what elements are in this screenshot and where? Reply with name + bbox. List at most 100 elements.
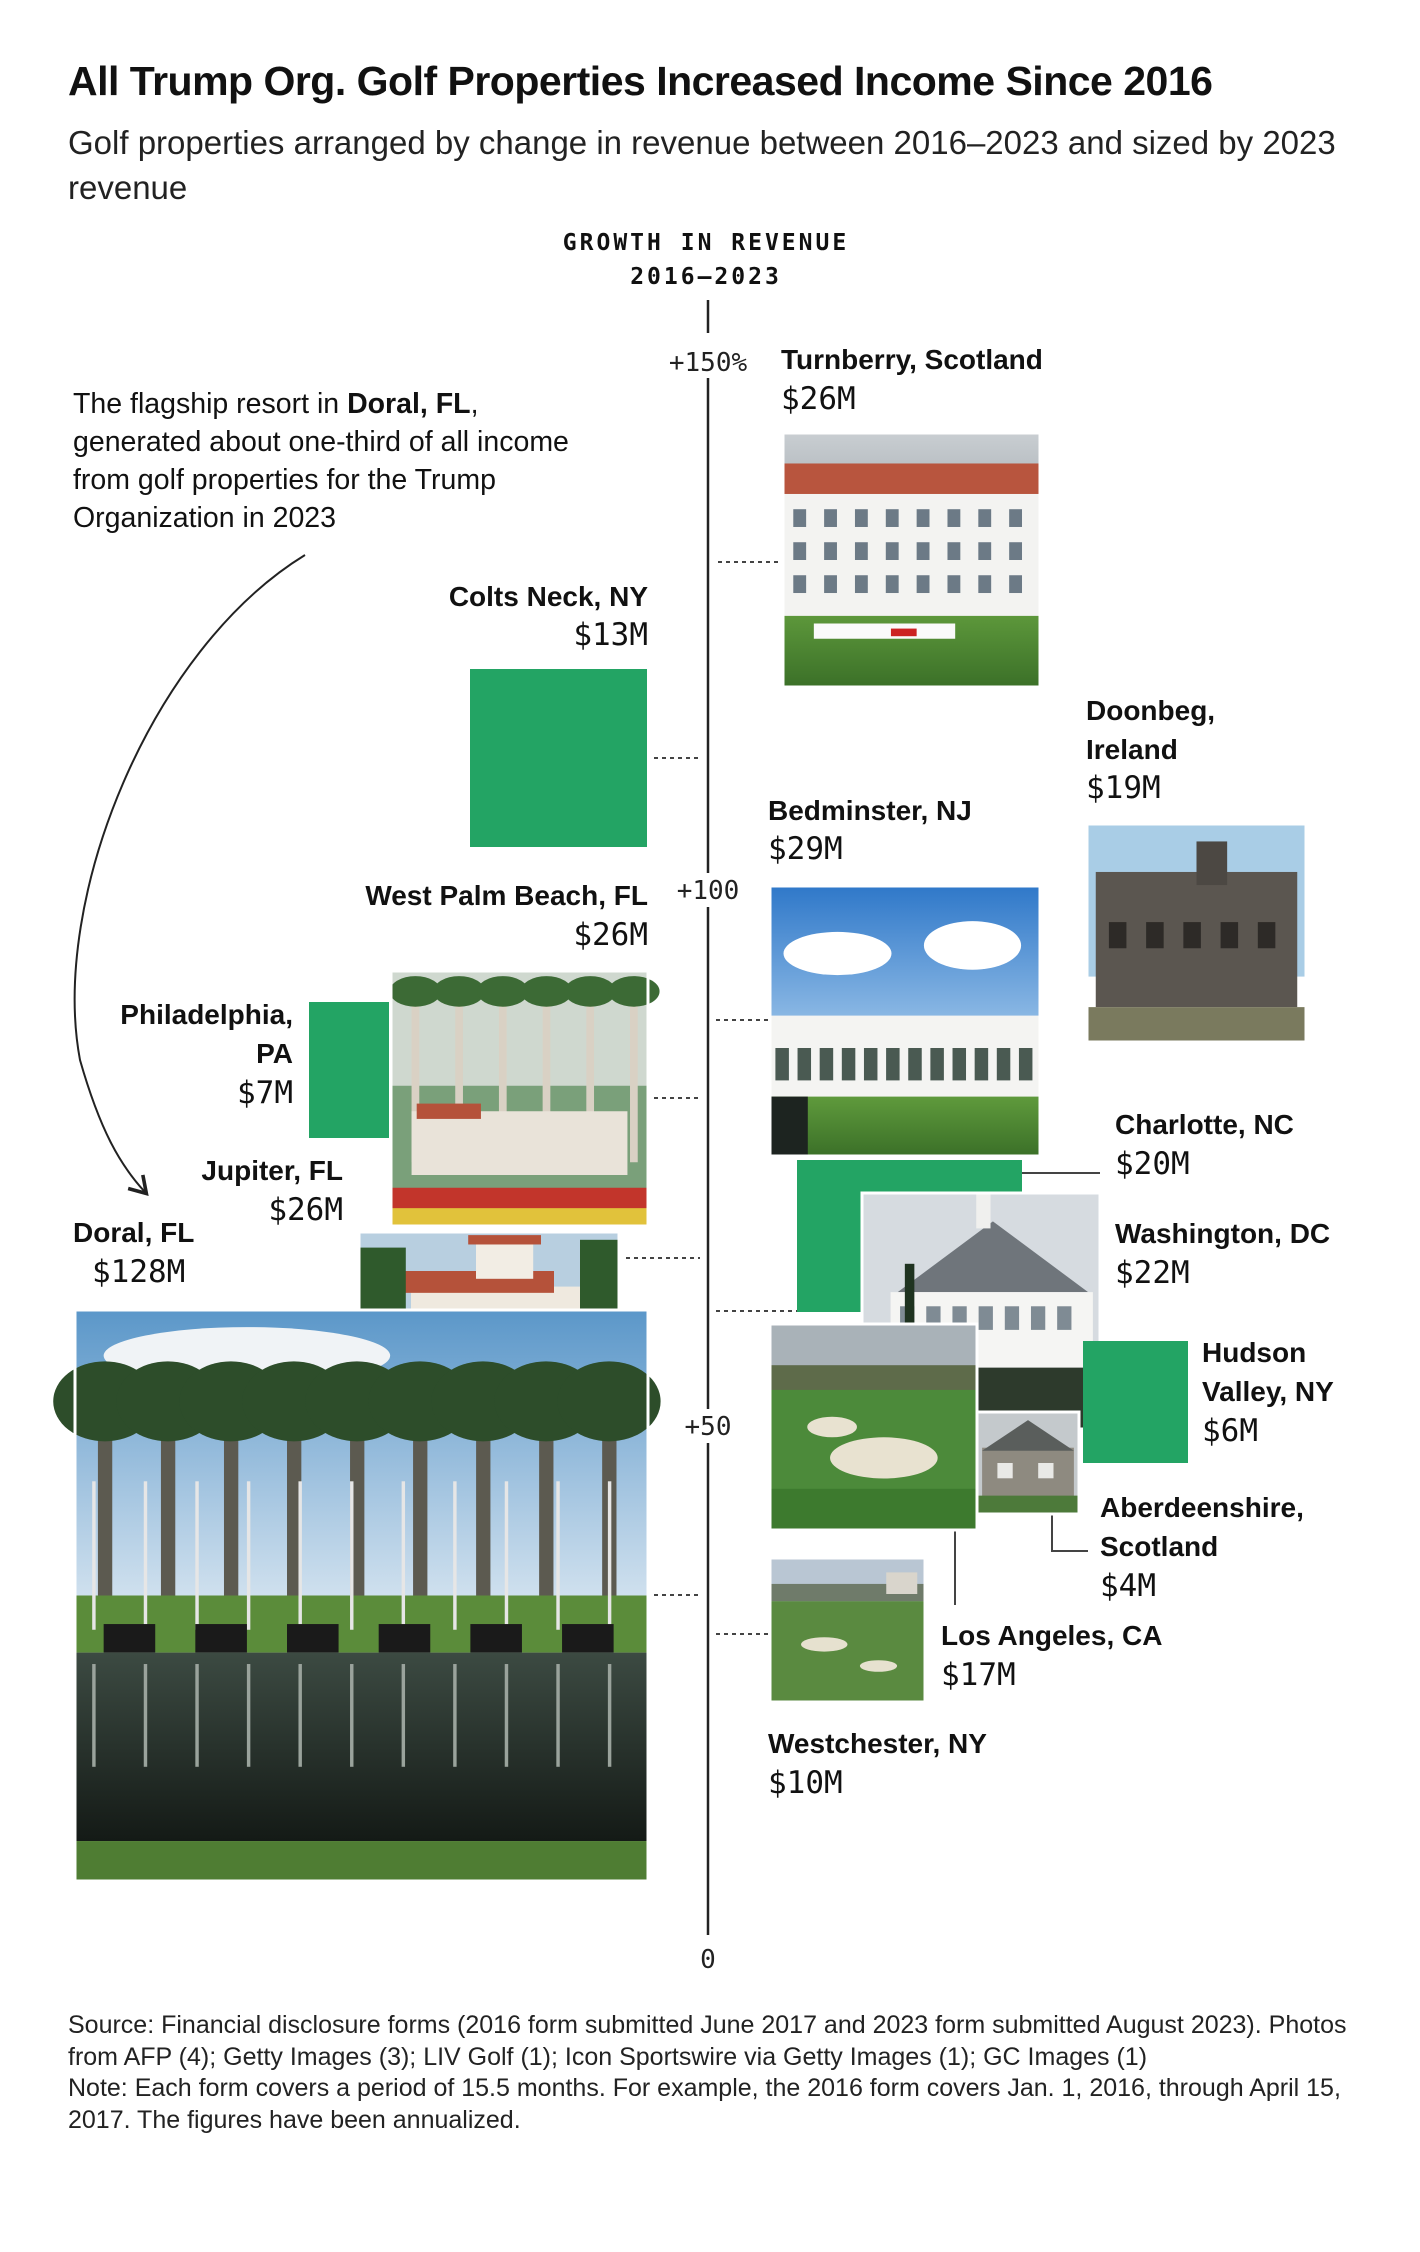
photo-palm-crown bbox=[564, 976, 616, 1007]
label-aberdeenshire-scotland: Aberdeenshire, Scotland $4M bbox=[1100, 1492, 1304, 1604]
photo-palm-crown bbox=[608, 976, 660, 1007]
photo-window bbox=[885, 542, 899, 560]
photo-tower bbox=[476, 1239, 534, 1279]
photo-window bbox=[908, 1048, 922, 1081]
footer-note: Note: Each form covers a period of 15.5 … bbox=[68, 2074, 1341, 2134]
photo-frame-west-palm-beach-fl bbox=[389, 969, 650, 1228]
value-washington-dc: $22M bbox=[1115, 1255, 1190, 1291]
value-turnberry-scotland: $26M bbox=[781, 381, 856, 417]
y-tick-label: +50 bbox=[685, 1412, 732, 1442]
photo-building bbox=[411, 1111, 628, 1175]
axis-title-line2: 2016–2023 bbox=[630, 264, 782, 290]
photo-palm-trunk bbox=[476, 1378, 491, 1636]
photo-palm-trunk bbox=[498, 983, 507, 1163]
photo-window bbox=[996, 1048, 1011, 1081]
photo-window bbox=[1108, 922, 1127, 949]
photo-window bbox=[930, 1048, 944, 1081]
photo-window bbox=[793, 575, 807, 594]
name-hudson-valley-ny: Hudson bbox=[1202, 1337, 1306, 1368]
photo-frame-doonbeg-ireland bbox=[1085, 822, 1308, 1044]
photo-window bbox=[885, 509, 899, 527]
photo-green bbox=[770, 1488, 977, 1530]
revenue-growth-chart: +150% +100 +50 0 Turnberry, Scotland $26M Col… bbox=[53, 300, 1334, 1975]
photo-roof bbox=[416, 1103, 481, 1119]
photo-clubhouse bbox=[770, 1015, 1040, 1097]
photo-palm-trunk bbox=[542, 983, 551, 1163]
photo-lawn bbox=[75, 1595, 648, 1653]
photo-cloud bbox=[923, 921, 1022, 970]
photo-window bbox=[885, 575, 899, 594]
photo-window bbox=[824, 542, 837, 560]
leader-aberdeenshire-scotland bbox=[1051, 1514, 1088, 1552]
photo-window bbox=[978, 1306, 993, 1330]
label-bedminster-nj: Bedminster, NJ $29M bbox=[768, 795, 972, 867]
photo-flagpole bbox=[453, 1481, 457, 1630]
photo-bunker bbox=[830, 1437, 938, 1479]
value-los-angeles-ca: $17M bbox=[941, 1657, 1016, 1693]
doral-annotation: The flagship resort in Doral, FL, genera… bbox=[73, 385, 593, 537]
photo-bunker bbox=[859, 1660, 898, 1672]
photo-tower-roof bbox=[468, 1235, 541, 1245]
mark-aberdeenshire-scotland bbox=[975, 1410, 1081, 1516]
mark-los-angeles-ca bbox=[768, 1322, 979, 1532]
photo-flagpole bbox=[350, 1481, 354, 1630]
photo-reflection bbox=[607, 1664, 612, 1767]
photo-grass bbox=[770, 1096, 1040, 1156]
square-hudson-valley-ny bbox=[1083, 1341, 1188, 1463]
photo-reflection bbox=[350, 1664, 354, 1767]
name-aberdeenshire-scotland: Scotland bbox=[1100, 1531, 1218, 1562]
photo-window bbox=[824, 509, 837, 527]
photo-flagpole bbox=[246, 1481, 251, 1630]
photo-window bbox=[854, 509, 868, 527]
photo-liv-banner bbox=[287, 1624, 339, 1653]
photo-bank bbox=[75, 1841, 648, 1881]
photo-course bbox=[770, 1601, 925, 1702]
name-philadelphia-pa: PA bbox=[256, 1038, 293, 1069]
photo-flagpole bbox=[195, 1481, 199, 1630]
photo-window bbox=[947, 509, 961, 527]
square-philadelphia-pa bbox=[309, 1002, 389, 1138]
name-turnberry-scotland: Turnberry, Scotland bbox=[781, 344, 1043, 375]
chart-subtitle: Golf properties arranged by change in re… bbox=[68, 124, 1336, 206]
photo-flowers-yellow bbox=[391, 1208, 648, 1226]
label-doral-fl: Doral, FL $128M bbox=[73, 1217, 194, 1290]
photo-window bbox=[916, 509, 930, 527]
photo-reflection bbox=[195, 1664, 199, 1767]
photo-window bbox=[775, 1048, 789, 1081]
label-layer: Turnberry, Scotland $26M Colts Neck, NY $13… bbox=[73, 344, 1334, 1801]
photo-lawn bbox=[977, 1495, 1079, 1514]
photo-window bbox=[793, 509, 807, 527]
photo-window bbox=[1146, 922, 1164, 949]
name-doral-fl: Doral, FL bbox=[73, 1217, 194, 1248]
label-turnberry-scotland: Turnberry, Scotland $26M bbox=[781, 344, 1043, 417]
footer-source: Source: Financial disclosure forms (2016… bbox=[68, 2011, 1347, 2071]
value-jupiter-fl: $26M bbox=[268, 1192, 343, 1228]
photo-frame-bedminster-nj bbox=[768, 884, 1042, 1158]
photo-palm-trunk bbox=[350, 1378, 365, 1636]
photo-window bbox=[863, 1048, 878, 1081]
photo-reflection bbox=[298, 1664, 302, 1767]
photo-helicopter bbox=[813, 623, 956, 639]
photo-window bbox=[1009, 542, 1023, 560]
mark-turnberry-scotland bbox=[781, 431, 1042, 689]
photo-reflection bbox=[401, 1664, 406, 1767]
photo-bunker bbox=[807, 1416, 857, 1438]
photo-window bbox=[1220, 922, 1239, 949]
photo-bunker bbox=[801, 1637, 848, 1652]
label-washington-dc: Washington, DC $22M bbox=[1115, 1218, 1330, 1291]
photo-window bbox=[1057, 1306, 1072, 1330]
y-tick-label: +150% bbox=[669, 348, 748, 378]
name-bedminster-nj: Bedminster, NJ bbox=[768, 795, 972, 826]
name-colts-neck-ny: Colts Neck, NY bbox=[449, 581, 648, 612]
mark-westchester-ny bbox=[768, 1556, 927, 1704]
photo-scoreboard bbox=[770, 1096, 808, 1156]
photo-grass bbox=[783, 610, 1040, 687]
photo-hills bbox=[770, 1365, 977, 1390]
label-philadelphia-pa: Philadelphia, PA $7M bbox=[120, 999, 293, 1111]
photo-window bbox=[1009, 509, 1023, 527]
name-doonbeg-ireland: Doonbeg, bbox=[1086, 695, 1215, 726]
photo-cloud bbox=[783, 931, 892, 976]
axis-title-line1: GROWTH IN REVENUE bbox=[562, 230, 850, 256]
photo-flagpole bbox=[401, 1481, 406, 1630]
photo-clubhouse bbox=[886, 1572, 918, 1594]
